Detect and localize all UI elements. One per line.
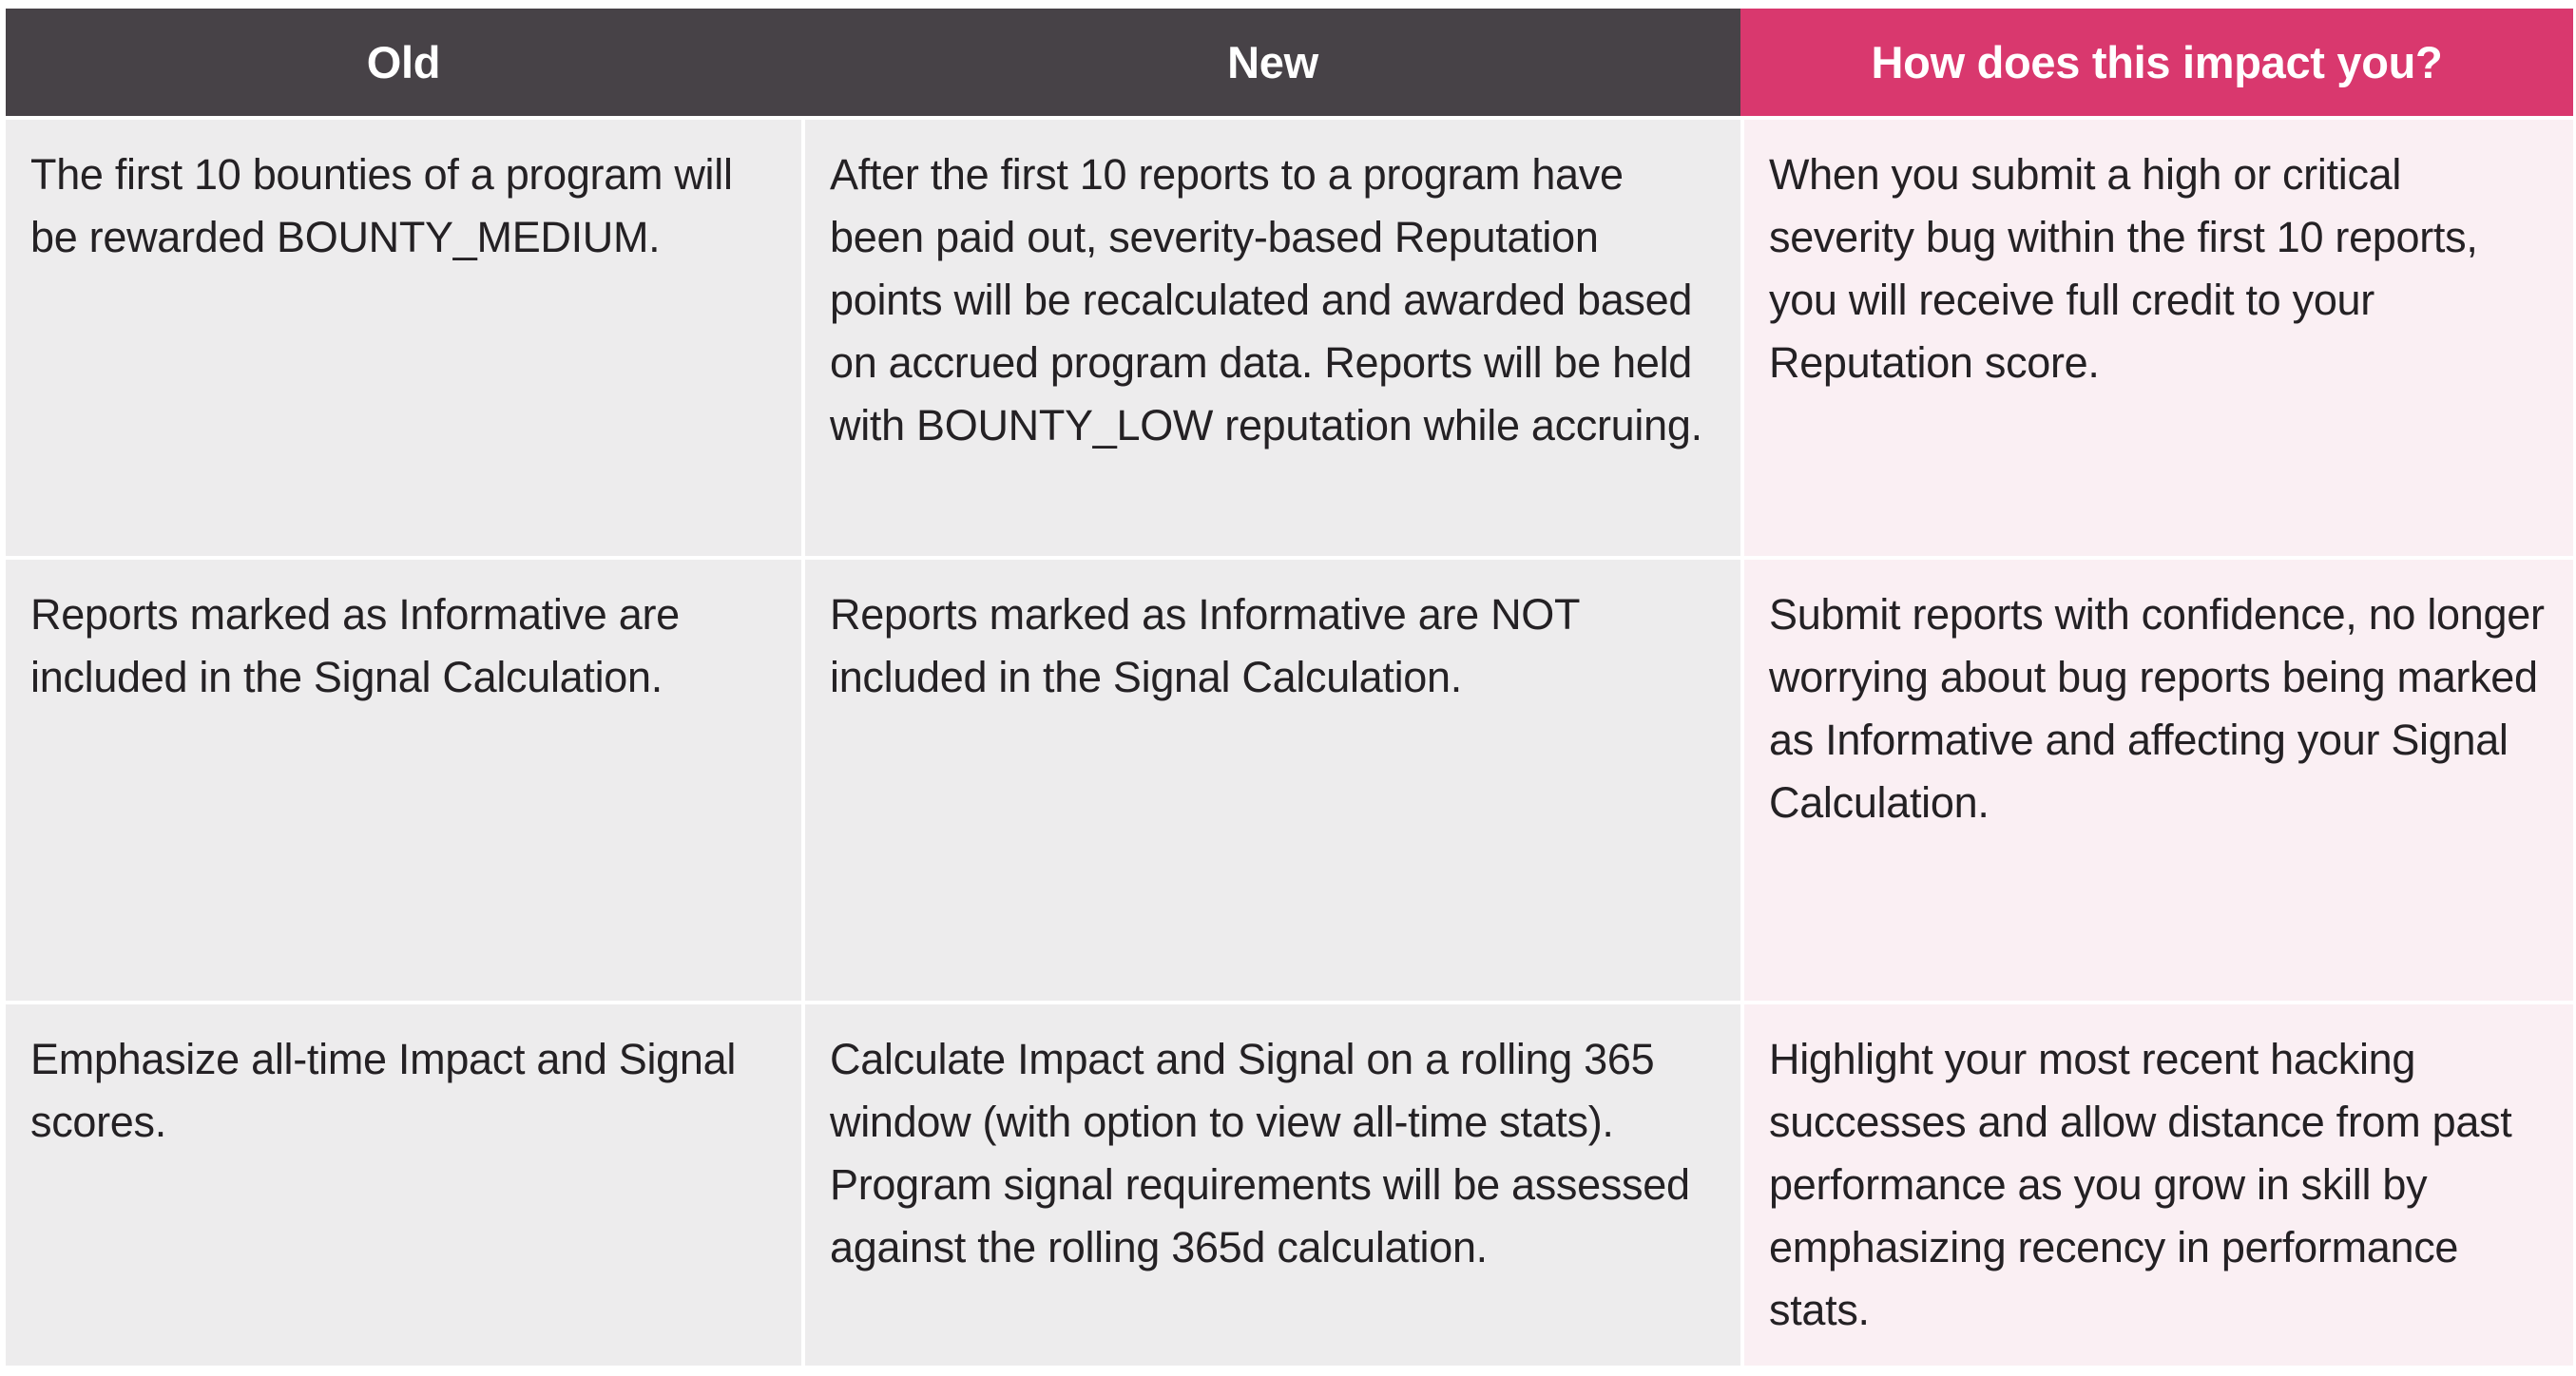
cell-impact: Highlight your most recent hacking succe…	[1744, 1004, 2573, 1366]
table-header-row: Old New How does this impact you?	[6, 9, 2573, 116]
table-row: The first 10 bounties of a program will …	[6, 120, 2573, 556]
header-label-old: Old	[366, 37, 441, 87]
cell-old: Reports marked as Informative are includ…	[6, 560, 801, 1001]
cell-old: The first 10 bounties of a program will …	[6, 120, 801, 556]
cell-new: Reports marked as Informative are NOT in…	[805, 560, 1740, 1001]
table-row: Reports marked as Informative are includ…	[6, 560, 2573, 1001]
cell-impact: Submit reports with confidence, no longe…	[1744, 560, 2573, 1001]
comparison-table: Old New How does this impact you? The fi…	[6, 9, 2573, 1366]
header-dark-band: Old New	[6, 9, 1740, 116]
cell-impact: When you submit a high or critical sever…	[1744, 120, 2573, 556]
header-label-new: New	[1227, 37, 1318, 87]
header-cell-old: Old	[6, 36, 801, 88]
cell-new: Calculate Impact and Signal on a rolling…	[805, 1004, 1740, 1366]
header-cell-impact: How does this impact you?	[1740, 9, 2573, 116]
table-row: Emphasize all-time Impact and Signal sco…	[6, 1004, 2573, 1366]
cell-old: Emphasize all-time Impact and Signal sco…	[6, 1004, 801, 1366]
header-cell-new: New	[805, 36, 1740, 88]
cell-new: After the first 10 reports to a program …	[805, 120, 1740, 556]
header-label-impact: How does this impact you?	[1871, 37, 2443, 87]
